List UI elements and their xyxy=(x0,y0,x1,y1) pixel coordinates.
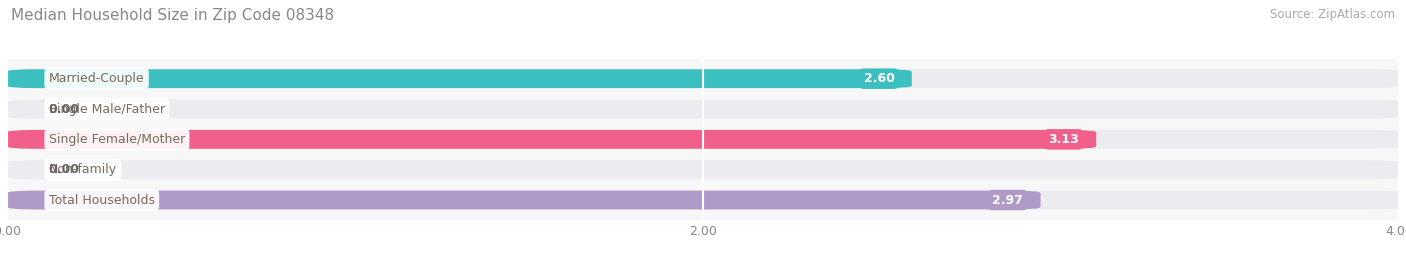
Text: Median Household Size in Zip Code 08348: Median Household Size in Zip Code 08348 xyxy=(11,8,335,23)
Text: Single Male/Father: Single Male/Father xyxy=(49,103,165,116)
Text: 2.97: 2.97 xyxy=(993,193,1024,207)
Text: Non-family: Non-family xyxy=(49,163,117,176)
Text: Single Female/Mother: Single Female/Mother xyxy=(49,133,186,146)
FancyBboxPatch shape xyxy=(7,191,1040,210)
Text: 2.60: 2.60 xyxy=(863,72,894,85)
FancyBboxPatch shape xyxy=(7,130,1399,149)
Text: 0.00: 0.00 xyxy=(49,163,80,176)
Text: Married-Couple: Married-Couple xyxy=(49,72,145,85)
FancyBboxPatch shape xyxy=(7,130,1097,149)
Text: Source: ZipAtlas.com: Source: ZipAtlas.com xyxy=(1270,8,1395,21)
Text: Total Households: Total Households xyxy=(49,193,155,207)
FancyBboxPatch shape xyxy=(7,191,1399,210)
Text: 0.00: 0.00 xyxy=(49,103,80,116)
FancyBboxPatch shape xyxy=(7,100,1399,118)
Text: 3.13: 3.13 xyxy=(1047,133,1078,146)
FancyBboxPatch shape xyxy=(7,160,1399,179)
FancyBboxPatch shape xyxy=(7,69,1399,88)
FancyBboxPatch shape xyxy=(7,69,912,88)
